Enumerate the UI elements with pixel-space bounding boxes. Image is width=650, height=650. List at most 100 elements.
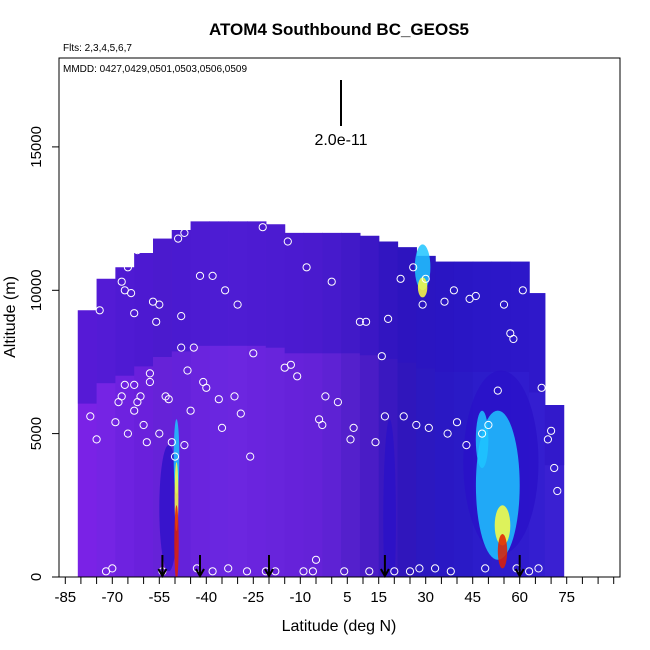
x-tick-label: -25 xyxy=(242,589,264,606)
flight-point xyxy=(155,429,164,438)
flight-point xyxy=(92,435,101,444)
flight-point xyxy=(440,297,449,306)
field-column-upper xyxy=(77,310,98,404)
flight-point xyxy=(318,420,327,430)
flight-point xyxy=(327,277,336,286)
field-column xyxy=(397,247,417,577)
flight-point xyxy=(449,286,458,295)
concentration-enhancements xyxy=(159,244,539,577)
flight-point xyxy=(170,452,180,461)
flight-point xyxy=(547,426,556,435)
profile-arrow xyxy=(514,555,525,579)
flight-point xyxy=(161,228,170,237)
flight-point xyxy=(139,420,148,430)
flight-point xyxy=(346,435,355,444)
flight-point xyxy=(127,289,136,298)
flight-point xyxy=(217,423,227,432)
flight-point xyxy=(117,277,126,286)
flight-point xyxy=(117,392,126,401)
flight-point xyxy=(484,420,493,430)
x-axis-label: Latitude (deg N) xyxy=(282,618,397,635)
flight-point xyxy=(493,386,502,395)
flight-point xyxy=(399,412,408,421)
flight-point xyxy=(525,567,534,576)
flight-point xyxy=(130,406,139,415)
flight-point xyxy=(208,271,217,280)
x-tick-label: -55 xyxy=(148,589,170,606)
field-column xyxy=(265,224,286,577)
flight-point xyxy=(333,398,342,407)
flight-point xyxy=(283,237,292,246)
field-column-upper xyxy=(397,247,417,363)
flight-point xyxy=(221,286,230,295)
enhancement-low xyxy=(383,419,396,577)
flight-point xyxy=(446,567,455,576)
flight-point xyxy=(236,409,245,418)
field-column xyxy=(435,261,455,577)
dates-note: MMDD: 0427,0429,0501,0503,0506,0509 xyxy=(63,64,247,75)
x-tick-label: -10 xyxy=(289,589,311,606)
flight-point xyxy=(362,317,371,326)
y-tick-label: 5000 xyxy=(28,417,45,450)
field-column-upper xyxy=(209,221,229,346)
field-column-upper xyxy=(96,278,116,384)
flight-point xyxy=(177,312,186,321)
flight-point xyxy=(537,383,546,392)
profile-arrow xyxy=(264,555,274,579)
scale-label: 2.0e-11 xyxy=(314,132,367,149)
flight-point xyxy=(164,395,173,404)
flight-point xyxy=(509,334,518,344)
flight-point xyxy=(136,392,145,401)
y-tick-label: 10000 xyxy=(28,269,45,311)
flight-point xyxy=(86,412,95,421)
field-column-upper xyxy=(491,261,511,372)
field-column xyxy=(303,232,323,577)
flight-point xyxy=(111,418,120,427)
flight-point xyxy=(355,317,364,326)
field-column xyxy=(247,221,267,577)
enhancement-low xyxy=(159,445,179,572)
flight-point xyxy=(499,300,509,309)
x-tick-label: 45 xyxy=(464,589,481,606)
flight-point xyxy=(365,567,374,576)
field-column xyxy=(228,221,248,577)
field-column-upper xyxy=(265,224,286,348)
profile-arrow xyxy=(157,555,168,579)
flight-point xyxy=(108,564,117,573)
field-column xyxy=(77,310,98,577)
flight-point xyxy=(550,463,559,473)
flight-point xyxy=(258,223,267,232)
flight-point xyxy=(214,395,223,404)
field-column xyxy=(359,235,380,577)
field-column-upper xyxy=(435,261,455,372)
field-column xyxy=(341,232,361,577)
flight-point xyxy=(195,271,205,280)
flight-point xyxy=(230,392,239,401)
flight-point xyxy=(76,297,86,306)
flight-point xyxy=(471,291,480,301)
flight-point xyxy=(384,314,393,323)
enhancement-high xyxy=(494,505,511,546)
field-column-upper xyxy=(171,230,192,352)
field-column-upper xyxy=(472,261,493,372)
flight-point xyxy=(321,392,330,401)
flight-point xyxy=(443,429,452,438)
y-tick-label: 0 xyxy=(28,573,45,581)
flight-point xyxy=(409,263,418,272)
x-tick-label: -40 xyxy=(195,589,217,606)
y-axis: 0 5000 10000 15000 xyxy=(28,126,59,581)
flight-point xyxy=(308,567,317,576)
flight-point xyxy=(481,564,490,573)
field-column xyxy=(544,405,565,577)
flight-point xyxy=(452,418,462,427)
x-tick-label: 5 xyxy=(343,589,351,606)
flight-point xyxy=(142,438,151,447)
flight-point xyxy=(202,383,211,392)
flight-point xyxy=(183,366,192,375)
field-column-upper xyxy=(359,235,380,356)
field-column-upper xyxy=(322,232,342,354)
flight-point xyxy=(371,438,380,447)
flight-point xyxy=(120,380,129,389)
field-column xyxy=(322,232,342,577)
